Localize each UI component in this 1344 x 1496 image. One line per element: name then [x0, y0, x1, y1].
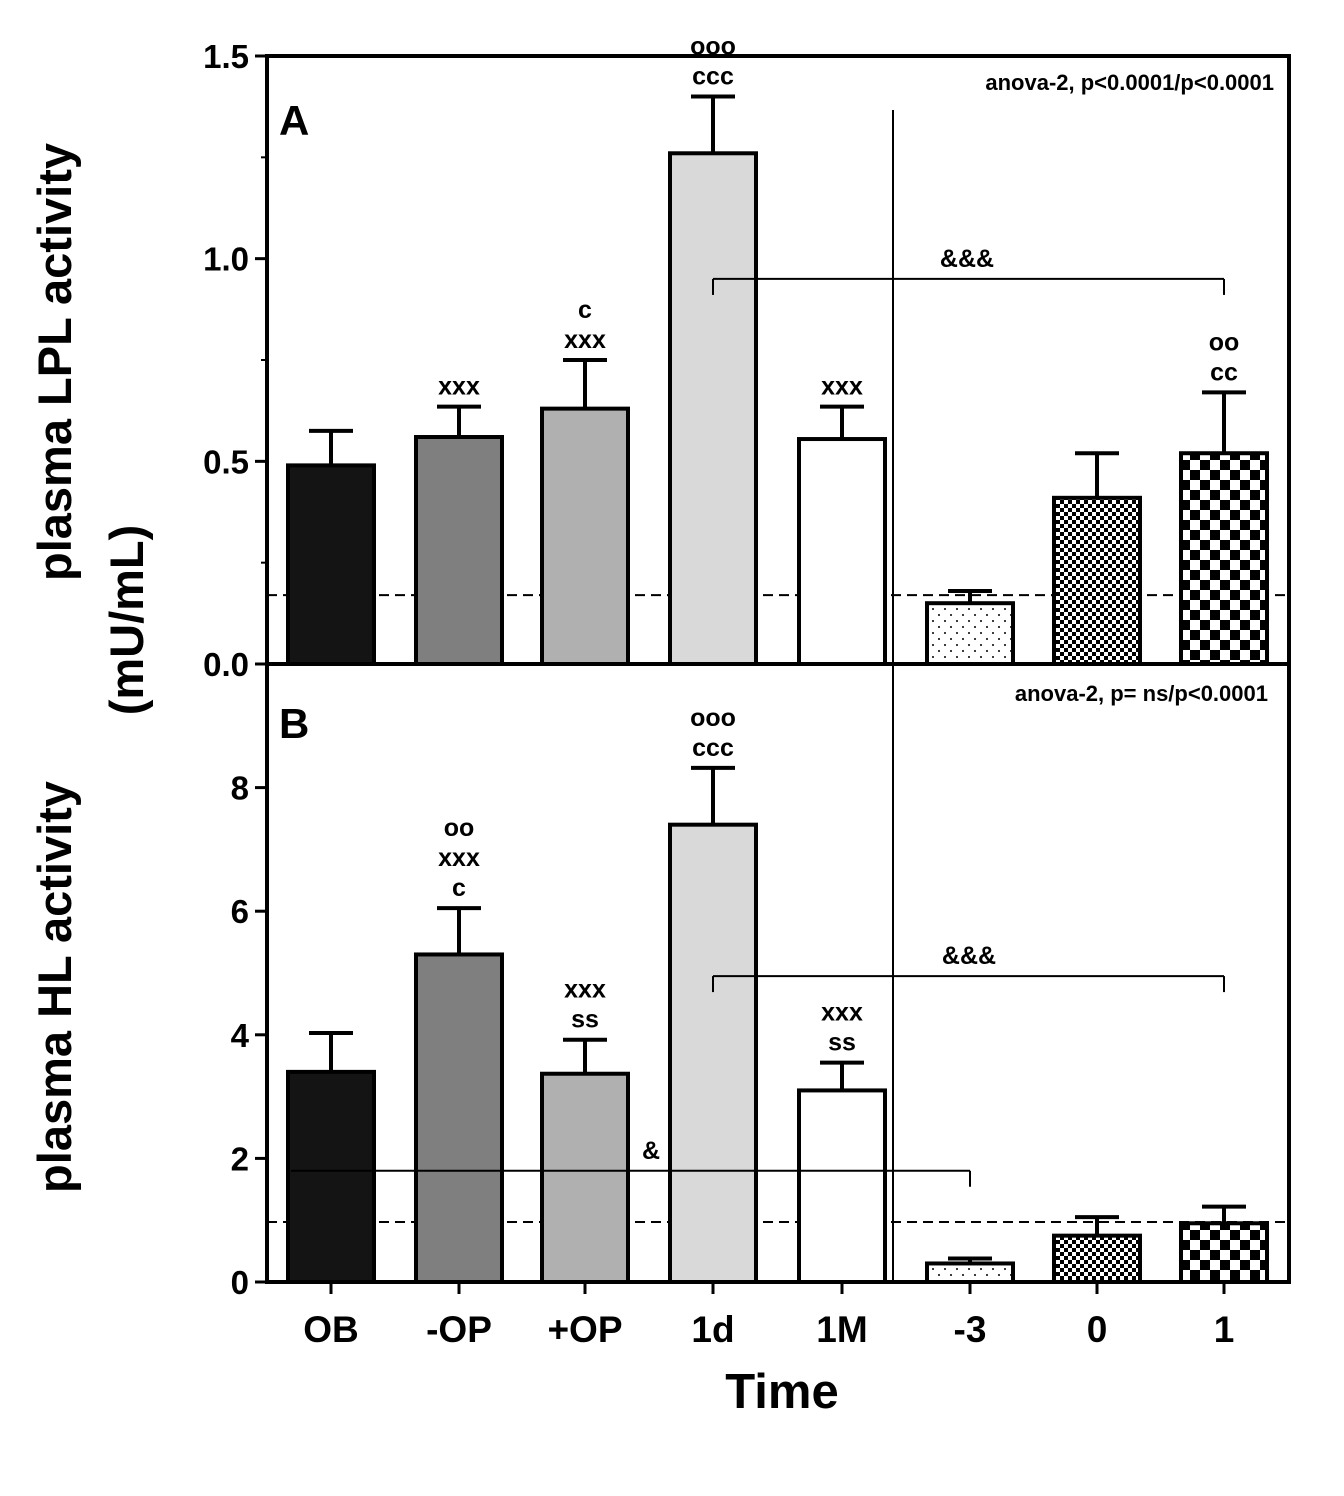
panel-a-bar	[1179, 451, 1269, 666]
x-tick-label: -3	[954, 1309, 987, 1350]
panel-a-stats: anova-2, p<0.0001/p<0.0001	[985, 70, 1274, 95]
panel-a-bar	[540, 406, 630, 667]
panel-label-b: B	[279, 700, 309, 747]
panel-b-bracket-label: &&&	[942, 942, 996, 970]
panel-b-y-tick-label: 2	[231, 1140, 249, 1177]
panel-a-bar	[668, 151, 758, 666]
x-tick-label: 0	[1087, 1309, 1108, 1350]
panel-a-significance-label: c	[578, 296, 592, 324]
panel-b-y-tick-label: 0	[231, 1264, 249, 1301]
panel-a-significance-label: ccc	[692, 63, 734, 91]
panel-b-significance-label: xxx	[564, 976, 606, 1004]
panel-a-bracket-label: &&&	[940, 245, 994, 273]
panel-b-significance-label: ss	[828, 1029, 856, 1057]
panel-b-significance-label: ooo	[690, 704, 736, 732]
y-axis-title-b: plasma HL activity	[28, 781, 81, 1193]
panel-a-significance-label: xxx	[564, 326, 606, 354]
panel-a-bar	[286, 463, 376, 666]
panel-a-bar	[925, 601, 1015, 667]
panel-a-y-tick-label: 0.5	[203, 443, 249, 480]
y-axis-title-a-line2: (mU/mL)	[100, 525, 153, 716]
panel-b-bracket-label: &	[642, 1137, 660, 1165]
panel-a-y-tick-label: 0.0	[203, 646, 249, 683]
panel-b-significance-label: ss	[571, 1006, 599, 1034]
panel-a-y-tick-label: 1.5	[203, 38, 249, 75]
panel-b-significance-label: ccc	[692, 734, 734, 762]
panel-b-frame	[265, 662, 1291, 1284]
panel-b-bar	[1179, 1221, 1269, 1285]
panel-a-significance-label: xxx	[438, 373, 480, 401]
panel-b-bar	[668, 822, 758, 1284]
x-tick-label: 1d	[691, 1309, 734, 1350]
panel-b-bar	[1052, 1233, 1142, 1285]
panel-b-bar	[414, 952, 504, 1285]
panel-b-y-tick-label: 4	[231, 1017, 250, 1054]
panel-label-a: A	[279, 97, 309, 144]
panel-b-significance-label: c	[452, 874, 466, 902]
panel-a-bar	[414, 435, 504, 666]
panel-b-bar	[925, 1261, 1015, 1284]
panel-b-stats: anova-2, p= ns/p<0.0001	[1015, 681, 1268, 706]
panel-a-significance-label: xxx	[821, 373, 863, 401]
panel-a-significance-label: oo	[1209, 328, 1240, 356]
panel-a-bar	[797, 437, 887, 667]
panel-b-significance-label: xxx	[821, 999, 863, 1027]
chart-marks: 0.00.51.01.5xxxxxxccccoooxxxccoo&&&02468…	[203, 33, 1289, 1350]
panel-b-y-tick-label: 8	[231, 770, 249, 807]
panel-b-significance-label: xxx	[438, 844, 480, 872]
x-tick-label: +OP	[547, 1309, 622, 1350]
x-tick-label: 1	[1214, 1309, 1235, 1350]
x-tick-label: 1M	[816, 1309, 867, 1350]
panel-b-bar	[797, 1088, 887, 1285]
y-axis-title-a-line1: plasma LPL activity	[28, 143, 81, 581]
panel-a-y-tick-label: 1.0	[203, 241, 249, 278]
x-tick-label: OB	[303, 1309, 359, 1350]
panel-b-significance-label: oo	[444, 814, 475, 842]
panel-a-bar	[1052, 495, 1142, 666]
panel-b-bar	[286, 1069, 376, 1284]
panel-b-bar	[540, 1071, 630, 1285]
panel-a-significance-label: cc	[1210, 358, 1238, 386]
panel-b-y-tick-label: 6	[231, 893, 249, 930]
panel-a-significance-label: ooo	[690, 33, 736, 61]
x-axis-title: Time	[725, 1365, 838, 1419]
x-tick-label: -OP	[426, 1309, 492, 1350]
